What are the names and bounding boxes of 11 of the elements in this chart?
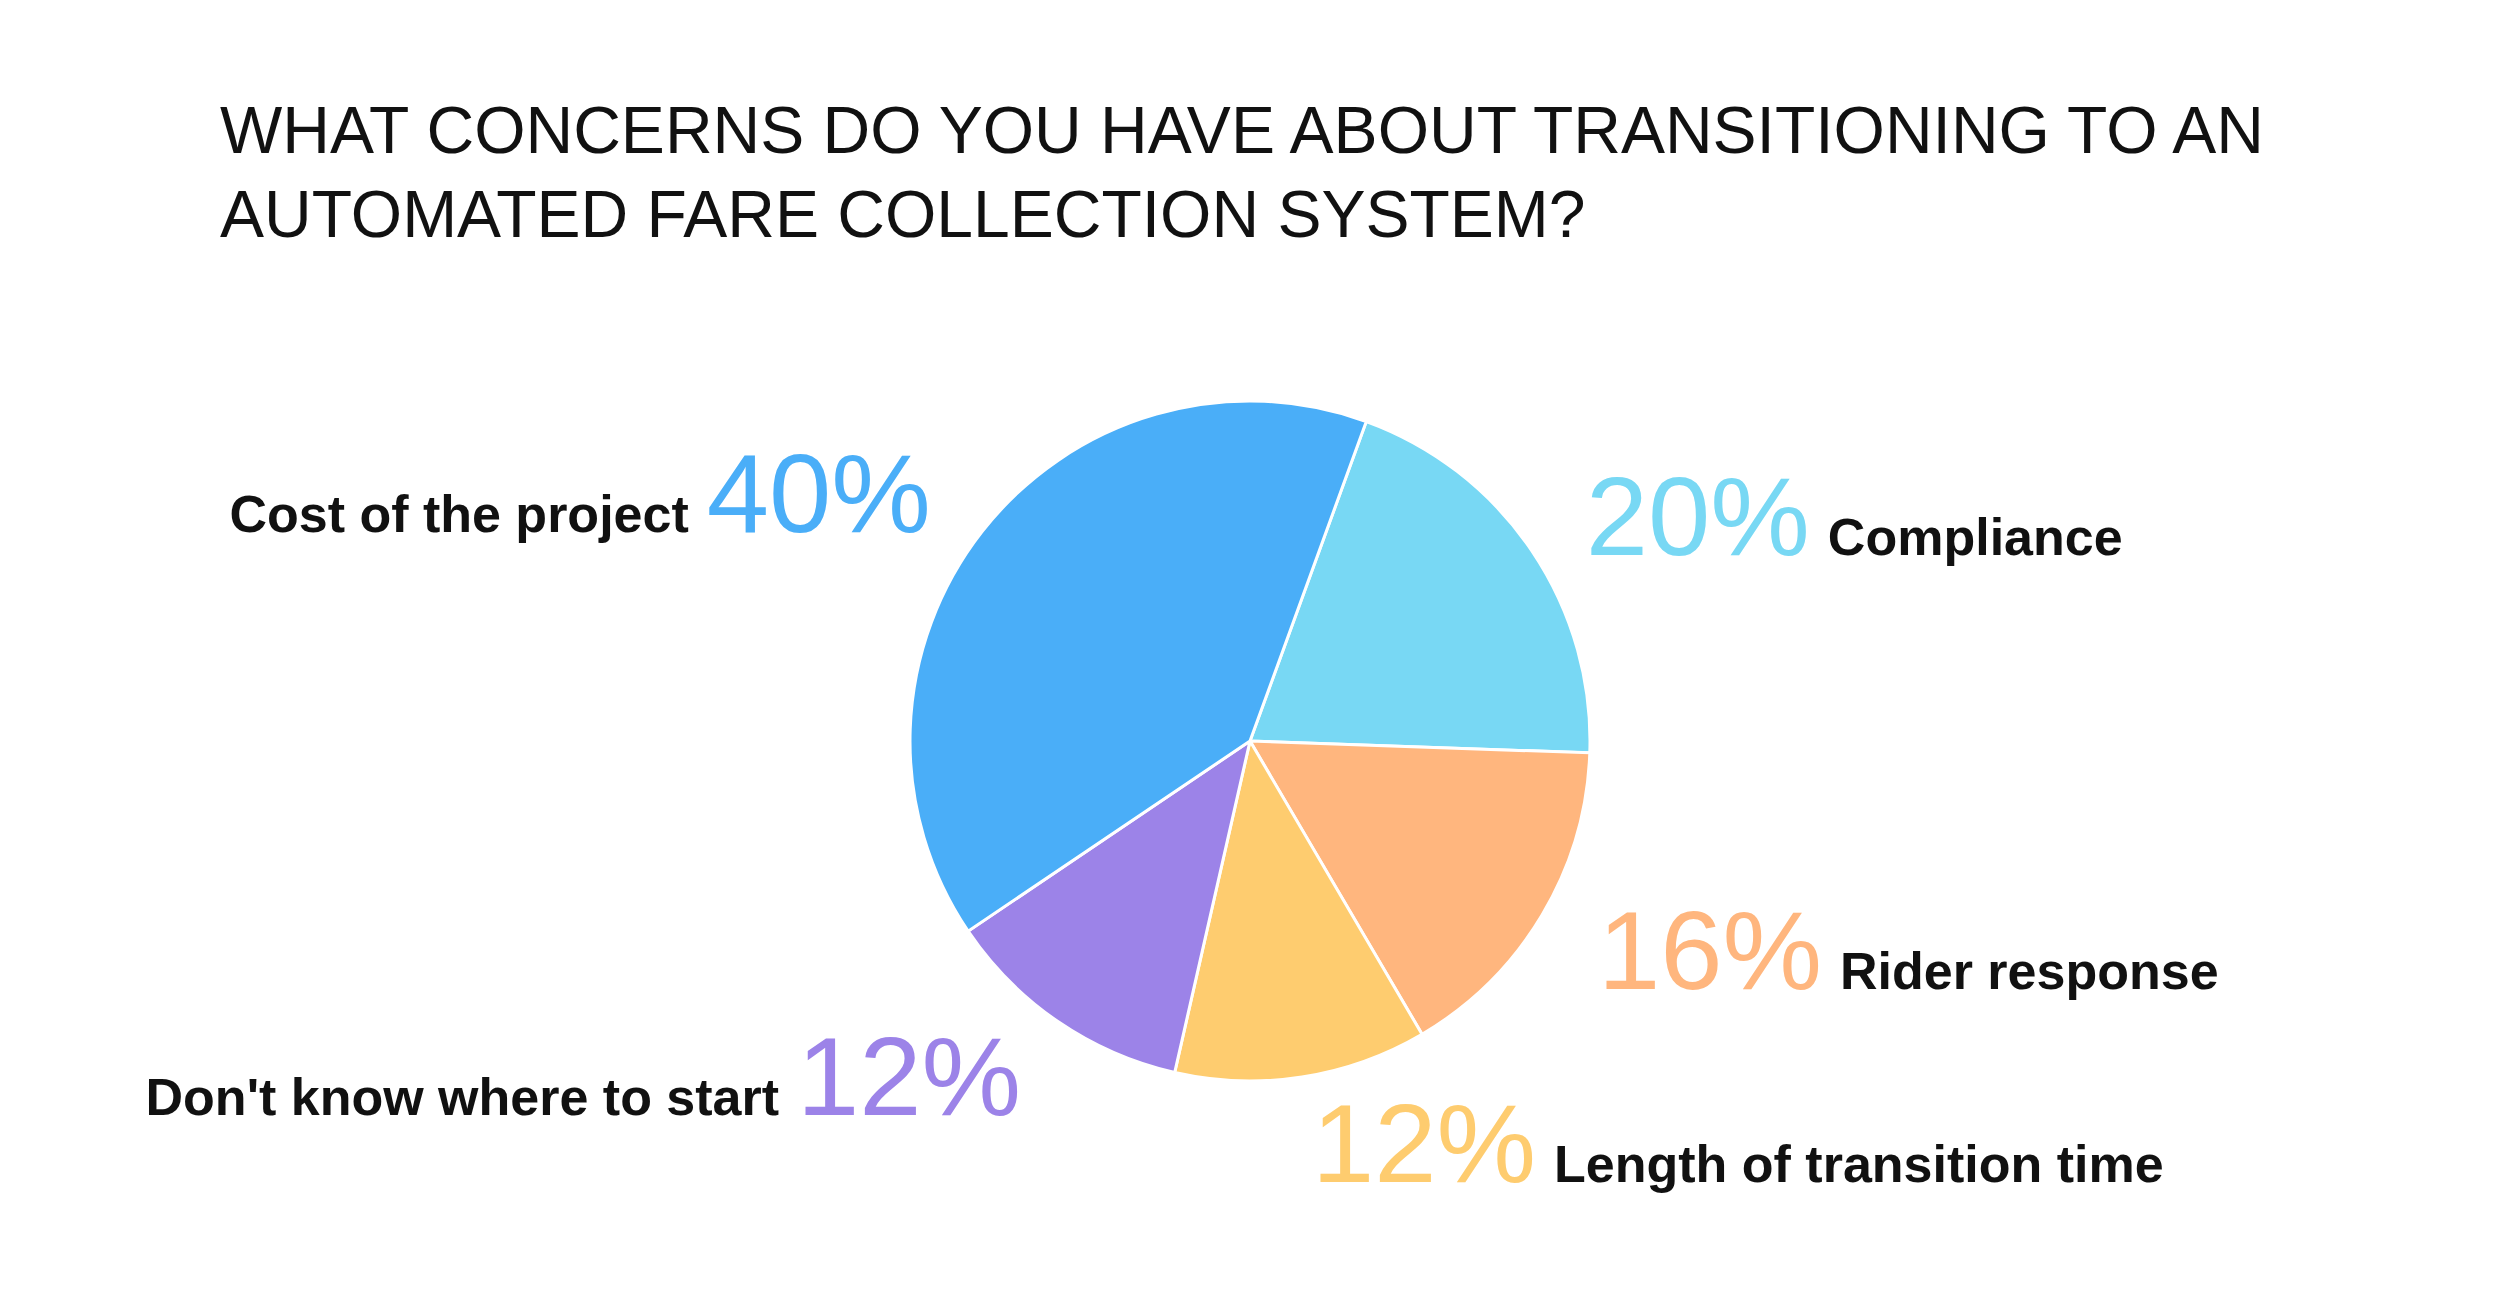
data-label: 12% [1311, 1080, 1537, 1206]
chart-title: WHAT CONCERNS DO YOU HAVE ABOUT TRANSITIONING TO AN AUTOMATED FARE COLLECTION SYSTEM? [220, 93, 2264, 251]
slice-label: Compliance [1827, 507, 2123, 566]
data-label: 12% [797, 1014, 1022, 1140]
data-label: 16% [1597, 887, 1823, 1013]
slice-label: Cost of the project [229, 484, 689, 543]
slice-label: Don't know where to start [145, 1068, 780, 1127]
data-label: 20% [1585, 453, 1810, 579]
data-label: 40% [706, 430, 931, 556]
slice-label: Length of transition time [1554, 1134, 2164, 1193]
slice-label: Rider response [1839, 941, 2219, 1000]
